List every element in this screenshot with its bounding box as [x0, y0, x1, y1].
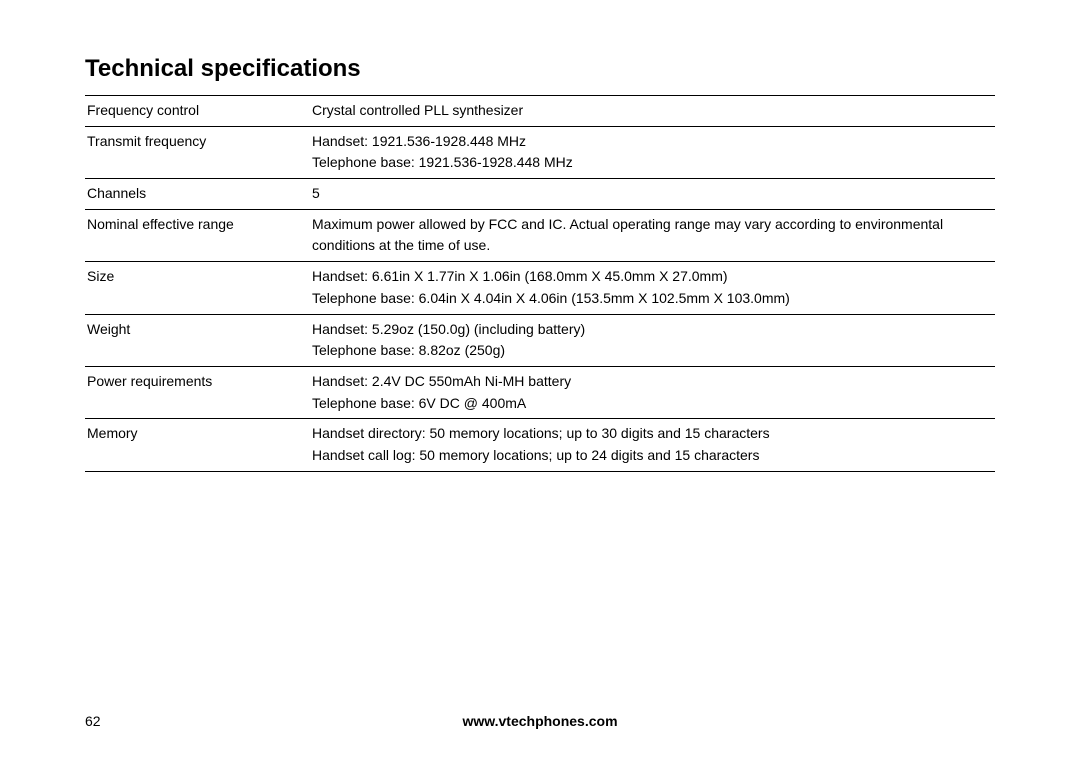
spec-label: Nominal effective range	[85, 209, 310, 261]
spec-label: Weight	[85, 314, 310, 366]
spec-value: Handset: 2.4V DC 550mAh Ni-MH batteryTel…	[310, 366, 995, 418]
table-row: Transmit frequencyHandset: 1921.536-1928…	[85, 126, 995, 178]
table-row: Power requirementsHandset: 2.4V DC 550mA…	[85, 366, 995, 418]
spec-value: Maximum power allowed by FCC and IC. Act…	[310, 209, 995, 261]
spec-value: Handset: 6.61in X 1.77in X 1.06in (168.0…	[310, 262, 995, 314]
spec-value-line: Handset: 6.61in X 1.77in X 1.06in (168.0…	[312, 266, 989, 288]
spec-value-line: Maximum power allowed by FCC and IC. Act…	[312, 214, 989, 257]
spec-label: Size	[85, 262, 310, 314]
spec-label: Frequency control	[85, 96, 310, 127]
page-footer: 62 www.vtechphones.com	[85, 713, 995, 729]
spec-label: Channels	[85, 179, 310, 210]
spec-value: 5	[310, 179, 995, 210]
table-row: Frequency controlCrystal controlled PLL …	[85, 96, 995, 127]
spec-label: Transmit frequency	[85, 126, 310, 178]
spec-value: Handset: 5.29oz (150.0g) (including batt…	[310, 314, 995, 366]
spec-value-line: Handset: 1921.536-1928.448 MHz	[312, 131, 989, 153]
spec-value-line: Telephone base: 8.82oz (250g)	[312, 340, 989, 362]
spec-value-line: Handset: 2.4V DC 550mAh Ni-MH battery	[312, 371, 989, 393]
spec-value-line: Telephone base: 6.04in X 4.04in X 4.06in…	[312, 288, 989, 310]
spec-label: Memory	[85, 419, 310, 471]
page-title: Technical specifications	[85, 55, 995, 83]
table-row: Channels5	[85, 179, 995, 210]
table-row: SizeHandset: 6.61in X 1.77in X 1.06in (1…	[85, 262, 995, 314]
table-row: WeightHandset: 5.29oz (150.0g) (includin…	[85, 314, 995, 366]
spec-value: Handset directory: 50 memory locations; …	[310, 419, 995, 471]
specs-table: Frequency controlCrystal controlled PLL …	[85, 95, 995, 472]
spec-value-line: Handset directory: 50 memory locations; …	[312, 423, 989, 445]
spec-value: Handset: 1921.536-1928.448 MHzTelephone …	[310, 126, 995, 178]
table-row: MemoryHandset directory: 50 memory locat…	[85, 419, 995, 471]
spec-value-line: Handset: 5.29oz (150.0g) (including batt…	[312, 319, 989, 341]
spec-value-line: Telephone base: 6V DC @ 400mA	[312, 393, 989, 415]
footer-url: www.vtechphones.com	[85, 713, 995, 729]
spec-label: Power requirements	[85, 366, 310, 418]
spec-value-line: Handset call log: 50 memory locations; u…	[312, 445, 989, 467]
spec-value: Crystal controlled PLL synthesizer	[310, 96, 995, 127]
table-row: Nominal effective rangeMaximum power all…	[85, 209, 995, 261]
spec-value-line: 5	[312, 183, 989, 205]
spec-value-line: Crystal controlled PLL synthesizer	[312, 100, 989, 122]
spec-value-line: Telephone base: 1921.536-1928.448 MHz	[312, 152, 989, 174]
